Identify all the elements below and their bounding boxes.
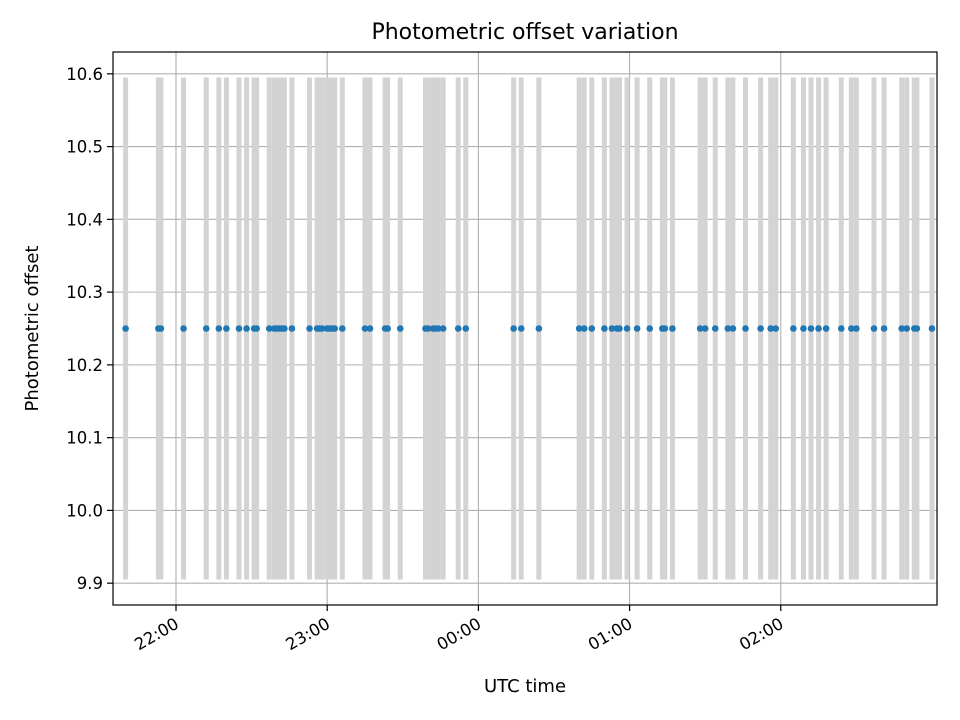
data-point (535, 325, 543, 332)
y-tick-label: 10.6 (66, 65, 103, 84)
data-point (711, 325, 719, 332)
x-tick-label: 01:00 (585, 614, 636, 654)
data-point (318, 325, 326, 332)
data-point (361, 325, 369, 332)
data-point (439, 325, 447, 332)
grid (113, 52, 937, 605)
chart-title: Photometric offset variation (371, 20, 678, 45)
data-point (517, 325, 525, 332)
data-point (243, 325, 250, 332)
data-point (180, 325, 187, 332)
data-point (822, 325, 830, 332)
data-point (253, 325, 260, 332)
data-points (122, 325, 936, 332)
data-point (616, 325, 623, 332)
data-point (757, 325, 764, 332)
data-point (767, 325, 774, 332)
data-point (608, 325, 616, 332)
data-point (157, 325, 165, 332)
data-point (898, 325, 906, 332)
data-point (729, 325, 737, 332)
x-tick-label: 22:00 (131, 614, 182, 654)
data-point (396, 325, 404, 332)
data-point (580, 325, 588, 332)
data-point (913, 325, 921, 332)
plot-frame (112, 51, 938, 606)
data-point (742, 325, 749, 332)
data-point (454, 325, 462, 332)
data-point (588, 325, 596, 332)
x-axis-label: UTC time (484, 676, 566, 697)
data-point (331, 325, 339, 332)
data-point (669, 325, 676, 332)
data-point (265, 325, 273, 332)
data-point (633, 325, 641, 332)
data-point (306, 325, 313, 332)
data-point (223, 325, 230, 332)
data-point (696, 325, 704, 332)
data-point (807, 325, 815, 332)
data-point (462, 325, 470, 332)
y-tick-label: 10.3 (66, 283, 103, 302)
data-point (623, 325, 631, 332)
y-tick-label: 10.2 (66, 356, 103, 375)
y-tick-label: 10.5 (66, 138, 103, 157)
y-tick-label: 10.0 (66, 501, 103, 520)
data-point (870, 325, 878, 332)
data-point (510, 325, 517, 332)
data-point (815, 325, 822, 332)
data-point (235, 325, 243, 332)
data-point (424, 325, 432, 332)
data-point (790, 325, 797, 332)
data-point (434, 325, 442, 332)
data-point (837, 325, 845, 332)
y-axis-ticks: 9.9 10.0 10.1 10.2 10.3 10.4 10.5 10.6 (66, 65, 113, 593)
data-point (575, 325, 583, 332)
data-point (800, 325, 807, 332)
data-point (772, 325, 780, 332)
x-tick-label: 23:00 (282, 614, 333, 654)
x-axis-ticks: 22:00 23:00 00:00 01:00 02:00 (131, 605, 787, 654)
data-point (646, 325, 654, 332)
data-point (288, 325, 296, 332)
data-point (880, 325, 888, 332)
data-point (384, 325, 391, 332)
x-tick-label: 02:00 (736, 614, 787, 654)
data-point (202, 325, 210, 332)
data-point (661, 325, 669, 332)
data-point (366, 325, 374, 332)
y-axis-label: Photometric offset (22, 246, 43, 412)
data-point (701, 325, 709, 332)
data-point (281, 325, 288, 332)
data-point (903, 325, 911, 332)
data-point (122, 325, 129, 332)
y-tick-label: 10.1 (66, 429, 103, 448)
y-tick-label: 9.9 (77, 574, 103, 593)
data-point (215, 325, 223, 332)
data-point (928, 325, 936, 332)
data-point (724, 325, 732, 332)
data-point (339, 325, 346, 332)
data-point (853, 325, 860, 332)
data-point (601, 325, 608, 332)
x-tick-label: 00:00 (434, 614, 485, 654)
y-tick-label: 10.4 (66, 210, 103, 229)
data-point (848, 325, 855, 332)
